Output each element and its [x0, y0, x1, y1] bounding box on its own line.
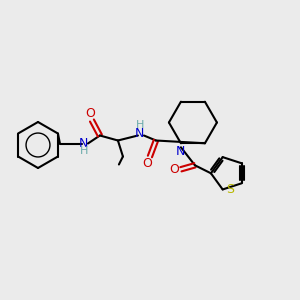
Text: O: O	[142, 157, 152, 170]
Text: S: S	[226, 183, 234, 196]
Text: H: H	[80, 146, 88, 157]
Text: O: O	[169, 163, 179, 176]
Text: H: H	[136, 121, 144, 130]
Text: N: N	[79, 137, 88, 150]
Text: O: O	[85, 107, 95, 120]
Text: N: N	[176, 145, 186, 158]
Text: N: N	[135, 127, 145, 140]
